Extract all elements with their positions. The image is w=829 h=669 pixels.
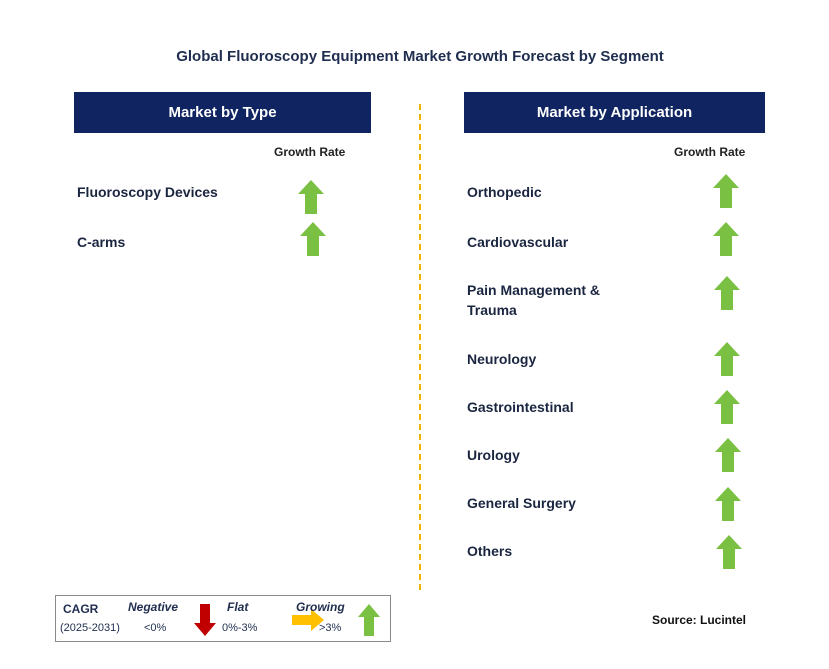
- green-up-arrow-icon: [358, 604, 380, 636]
- green-up-arrow-icon: [716, 535, 742, 569]
- green-up-arrow-icon: [713, 174, 739, 208]
- green-up-arrow-icon: [715, 487, 741, 521]
- cagr-legend: CAGR (2025-2031) Negative <0% Flat 0%-3%…: [55, 595, 391, 642]
- application-item-others: Others: [467, 543, 513, 559]
- application-item-gastrointestinal: Gastrointestinal: [467, 399, 574, 415]
- green-up-arrow-icon: [300, 222, 326, 256]
- right-panel-header: Market by Application: [464, 92, 765, 133]
- green-up-arrow-icon: [714, 276, 740, 310]
- type-item-c-arms: C-arms: [77, 234, 126, 250]
- green-up-arrow-icon: [715, 438, 741, 472]
- pain-management-label-line1: Pain Management &: [467, 282, 601, 298]
- right-growth-rate-label: Growth Rate: [674, 145, 746, 159]
- legend-negative-range: <0%: [144, 622, 167, 634]
- panel-divider: [419, 104, 421, 590]
- type-item-fluoroscopy-devices: Fluoroscopy Devices: [77, 184, 218, 200]
- legend-cagr-label: CAGR: [63, 602, 99, 616]
- page-title: Global Fluoroscopy Equipment Market Grow…: [176, 48, 664, 65]
- legend-period-label: (2025-2031): [60, 622, 120, 634]
- source-label: Source: Lucintel: [652, 613, 747, 627]
- yellow-right-arrow-icon: [292, 609, 324, 631]
- legend-growing-range: >3%: [319, 622, 342, 634]
- application-item-pain-management: Pain Management & Trauma: [467, 280, 600, 320]
- application-item-general-surgery: General Surgery: [467, 495, 576, 511]
- left-panel-header: Market by Type: [74, 92, 371, 133]
- legend-flat-label: Flat: [227, 600, 249, 614]
- application-item-urology: Urology: [467, 447, 520, 463]
- application-item-cardiovascular: Cardiovascular: [467, 234, 569, 250]
- legend-growing-label: Growing: [296, 600, 345, 614]
- application-item-orthopedic: Orthopedic: [467, 184, 542, 200]
- green-up-arrow-icon: [714, 390, 740, 424]
- left-growth-rate-label: Growth Rate: [274, 145, 346, 159]
- red-down-arrow-icon: [194, 604, 216, 636]
- green-up-arrow-icon: [714, 342, 740, 376]
- green-up-arrow-icon: [298, 180, 324, 214]
- legend-flat-range: 0%-3%: [222, 622, 258, 634]
- green-up-arrow-icon: [713, 222, 739, 256]
- application-item-neurology: Neurology: [467, 351, 537, 367]
- legend-negative-label: Negative: [128, 600, 179, 614]
- pain-management-label-line2: Trauma: [467, 302, 517, 318]
